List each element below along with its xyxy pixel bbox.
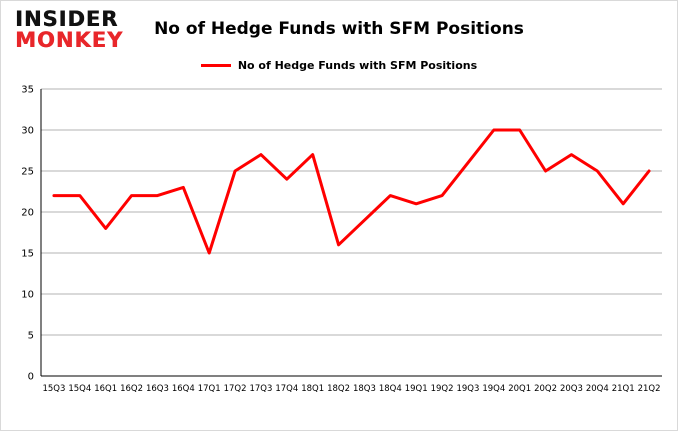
logo-line-monkey: MONKEY bbox=[15, 28, 124, 53]
x-tick-label: 17Q2 bbox=[224, 384, 247, 394]
y-tick-label: 15 bbox=[21, 249, 34, 260]
y-tick-label: 0 bbox=[28, 372, 34, 383]
x-tick-label: 19Q3 bbox=[456, 384, 479, 394]
legend-label: No of Hedge Funds with SFM Positions bbox=[237, 59, 478, 72]
x-tick-label: 19Q4 bbox=[482, 384, 505, 394]
chart-legend: No of Hedge Funds with SFM Positions bbox=[1, 59, 677, 72]
x-tick-label: 15Q3 bbox=[42, 384, 65, 394]
x-tick-label: 21Q2 bbox=[638, 384, 661, 394]
x-tick-label: 16Q3 bbox=[146, 384, 169, 394]
x-tick-label: 17Q1 bbox=[198, 384, 221, 394]
x-tick-label: 20Q3 bbox=[560, 384, 583, 394]
x-tick-label: 19Q1 bbox=[405, 384, 428, 394]
x-tick-label: 20Q4 bbox=[586, 384, 609, 394]
x-tick-label: 17Q4 bbox=[275, 384, 298, 394]
y-tick-label: 35 bbox=[21, 85, 34, 96]
x-tick-label: 20Q1 bbox=[508, 384, 531, 394]
x-tick-label: 19Q2 bbox=[431, 384, 454, 394]
legend-line-swatch bbox=[200, 64, 231, 67]
x-tick-label: 18Q2 bbox=[327, 384, 350, 394]
x-tick-label: 18Q1 bbox=[301, 384, 324, 394]
y-tick-label: 5 bbox=[28, 331, 34, 342]
x-tick-label: 18Q4 bbox=[379, 384, 402, 394]
insider-monkey-logo: INSIDER MONKEY bbox=[15, 7, 124, 53]
x-tick-label: 17Q3 bbox=[249, 384, 272, 394]
logo-line-insider: INSIDER bbox=[15, 7, 119, 31]
chart-title: No of Hedge Funds with SFM Positions bbox=[154, 19, 524, 39]
x-tick-label: 20Q2 bbox=[534, 384, 557, 394]
y-tick-label: 30 bbox=[21, 126, 34, 137]
x-tick-label: 16Q1 bbox=[94, 384, 117, 394]
x-tick-label: 16Q4 bbox=[172, 384, 195, 394]
data-line bbox=[52, 128, 651, 255]
y-tick-label: 10 bbox=[21, 290, 34, 301]
y-tick-label: 20 bbox=[21, 208, 34, 219]
x-tick-label: 15Q4 bbox=[68, 384, 91, 394]
y-tick-label: 25 bbox=[21, 167, 34, 178]
x-tick-label: 16Q2 bbox=[120, 384, 143, 394]
x-tick-label: 21Q1 bbox=[612, 384, 635, 394]
x-tick-label: 18Q3 bbox=[353, 384, 376, 394]
